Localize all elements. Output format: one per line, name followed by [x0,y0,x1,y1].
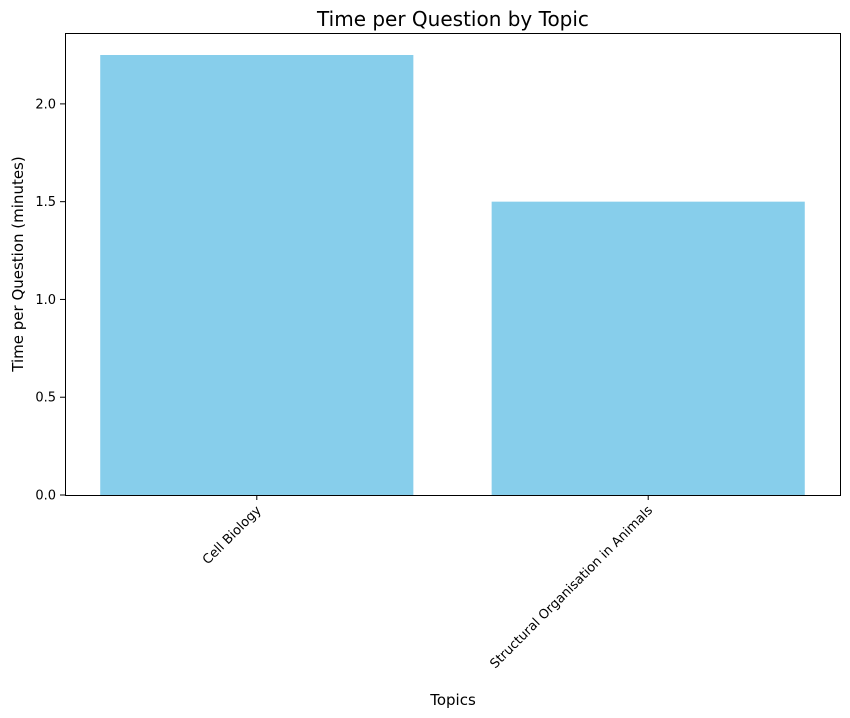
x-axis-ticks: Cell Biology Structural Organisation in A… [200,495,656,672]
plot-area: 0.0 0.5 1.0 1.5 2.0 Cell Biology Structural O… [35,33,841,672]
y-tick-label-0: 0.0 [35,489,56,504]
bar-1 [491,201,805,495]
x-tick-label-1: Structural Organisation in Animals [487,503,656,672]
y-tick-label-1: 0.5 [35,391,56,406]
bar-0 [100,55,414,495]
y-tick-label-3: 1.5 [35,195,56,210]
y-axis-label: Time per Question (minutes) [9,156,27,372]
y-tick-label-2: 1.0 [35,293,56,308]
x-tick-label-0: Cell Biology [200,503,265,568]
chart-title: Time per Question by Topic [316,7,589,31]
plot-frame [65,33,841,496]
y-axis-ticks: 0.0 0.5 1.0 1.5 2.0 [35,97,65,504]
bars-group [100,55,805,495]
y-tick-label-4: 2.0 [35,97,56,112]
x-axis-label: Topics [429,691,476,709]
